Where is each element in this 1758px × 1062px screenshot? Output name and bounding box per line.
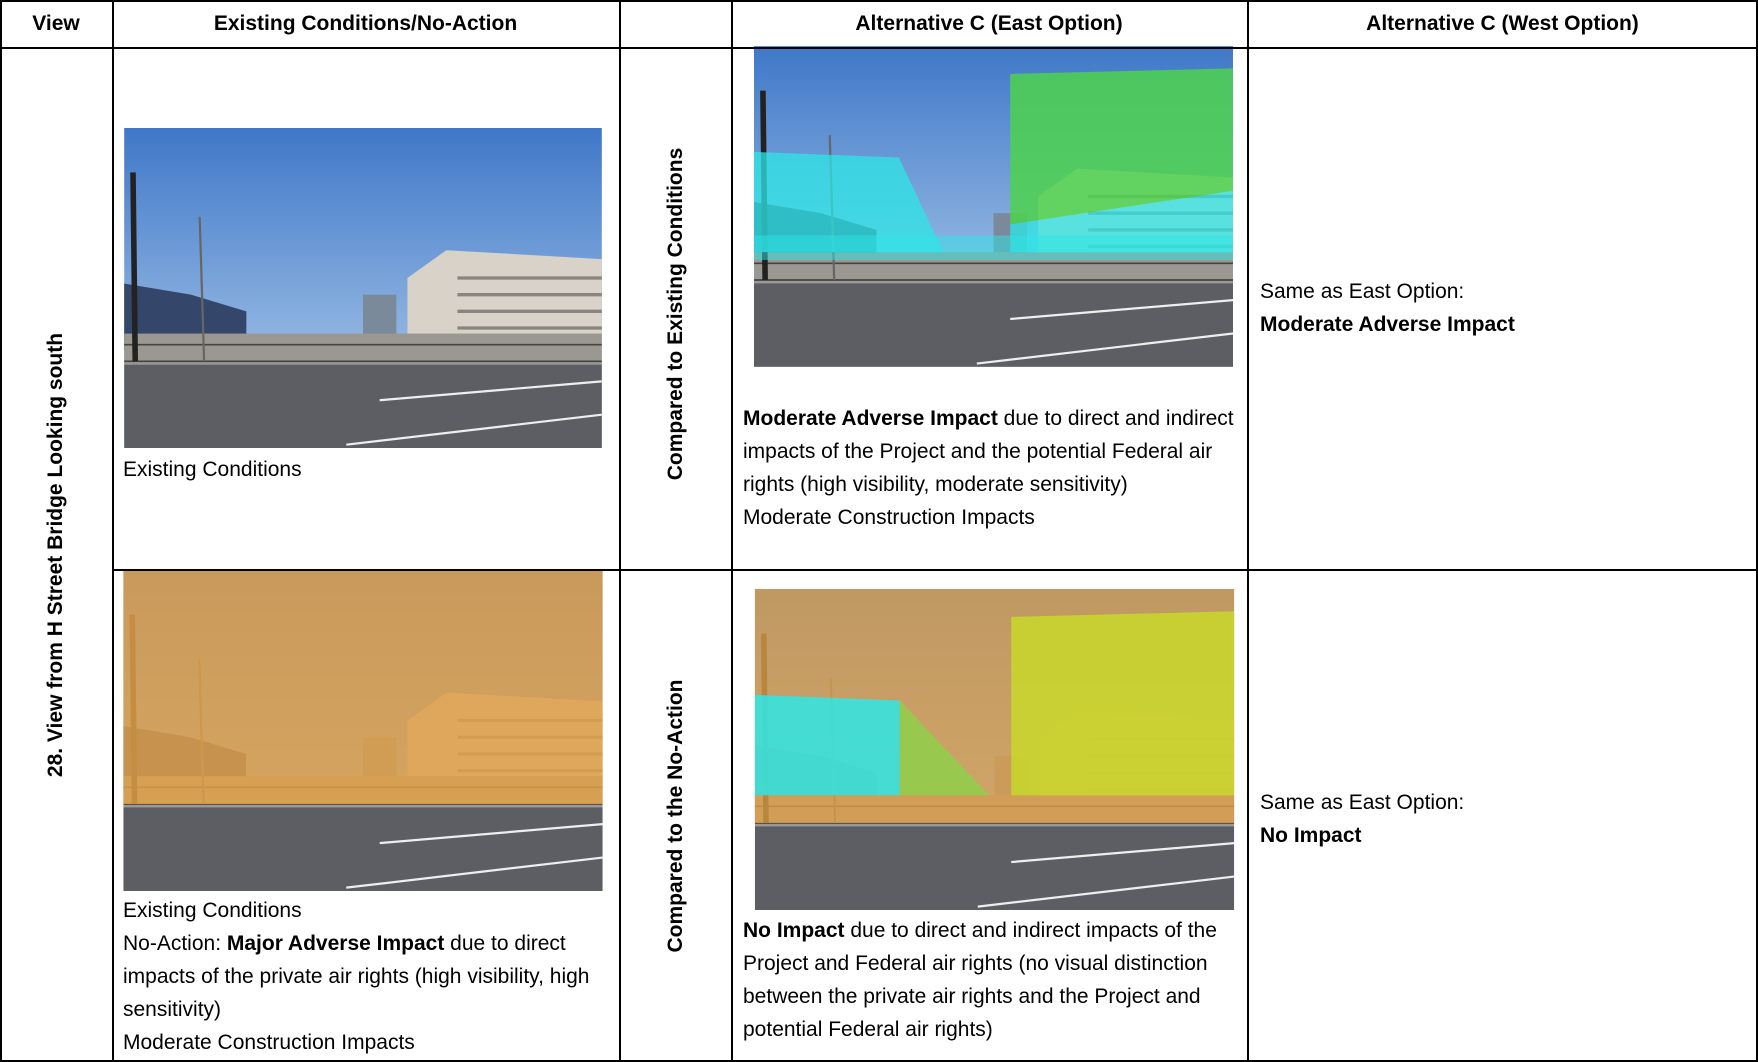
text: Existing Conditions (123, 899, 302, 922)
border (1756, 0, 1758, 1062)
east-text: Moderate Adverse Impact due to direct an… (743, 402, 1238, 534)
east-text: No Impact due to direct and indirect imp… (743, 914, 1238, 1046)
text: Existing Conditions (123, 458, 302, 481)
header-view: View (32, 12, 80, 35)
border (0, 0, 1758, 2)
bold-text: Major Adverse Impact (226, 932, 445, 955)
border (0, 0, 2, 1062)
paragraph: Same as East Option: (1260, 786, 1750, 819)
view-label: 28. View from H Street Bridge Looking so… (44, 332, 67, 778)
header-west: Alternative C (West Option) (1366, 12, 1639, 35)
text: No-Action: (123, 932, 227, 955)
photo-existing (123, 128, 603, 448)
text: due to direct and indirect impacts of th… (743, 407, 1234, 496)
paragraph: Moderate Adverse Impact due to direct an… (743, 402, 1238, 501)
border (619, 0, 621, 1062)
border (0, 1060, 1758, 1062)
paragraph: Moderate Construction Impacts (123, 1026, 613, 1059)
border (0, 47, 1758, 49)
text: Moderate Construction Impacts (743, 506, 1035, 529)
photo-no-action (123, 570, 603, 891)
west-text: Same as East Option: Moderate Adverse Imp… (1260, 275, 1750, 341)
paragraph: No-Action: Major Adverse Impact due to d… (123, 927, 613, 1026)
text: Same as East Option: (1260, 791, 1465, 814)
paragraph: No Impact due to direct and indirect imp… (743, 914, 1238, 1046)
existing-text: Existing Conditions No-Action: Major Adve… (123, 894, 613, 1059)
border (112, 569, 1758, 571)
comparison-label: Compared to Existing Conditions (664, 147, 687, 481)
paragraph: Same as East Option: (1260, 275, 1750, 308)
text: due to direct and indirect impacts of th… (743, 919, 1217, 1041)
border (1247, 0, 1249, 1062)
bold-text: No Impact (1260, 824, 1362, 847)
bold-text: Moderate Adverse Impact (1260, 313, 1515, 336)
paragraph: No Impact (1260, 819, 1750, 852)
header-existing: Existing Conditions/No-Action (213, 12, 518, 35)
bold-text: Moderate Adverse Impact (743, 407, 998, 430)
paragraph: Existing Conditions (123, 894, 613, 927)
photo-east-vs-no-action (754, 589, 1235, 910)
paragraph: Moderate Adverse Impact (1260, 308, 1750, 341)
text: Moderate Construction Impacts (123, 1031, 415, 1054)
photo-east-simulation (754, 46, 1233, 367)
paragraph: Existing Conditions (123, 453, 613, 486)
text: Same as East Option: (1260, 280, 1465, 303)
text: due to direct impacts of the private air… (123, 932, 590, 1021)
existing-text: Existing Conditions (123, 453, 613, 486)
paragraph: Moderate Construction Impacts (743, 501, 1238, 534)
west-text: Same as East Option: No Impact (1260, 786, 1750, 852)
bold-text: No Impact (743, 919, 845, 942)
border (731, 0, 733, 1062)
header-east: Alternative C (East Option) (855, 12, 1123, 35)
comparison-label: Compared to the No-Action (664, 679, 687, 953)
border (112, 0, 114, 1062)
